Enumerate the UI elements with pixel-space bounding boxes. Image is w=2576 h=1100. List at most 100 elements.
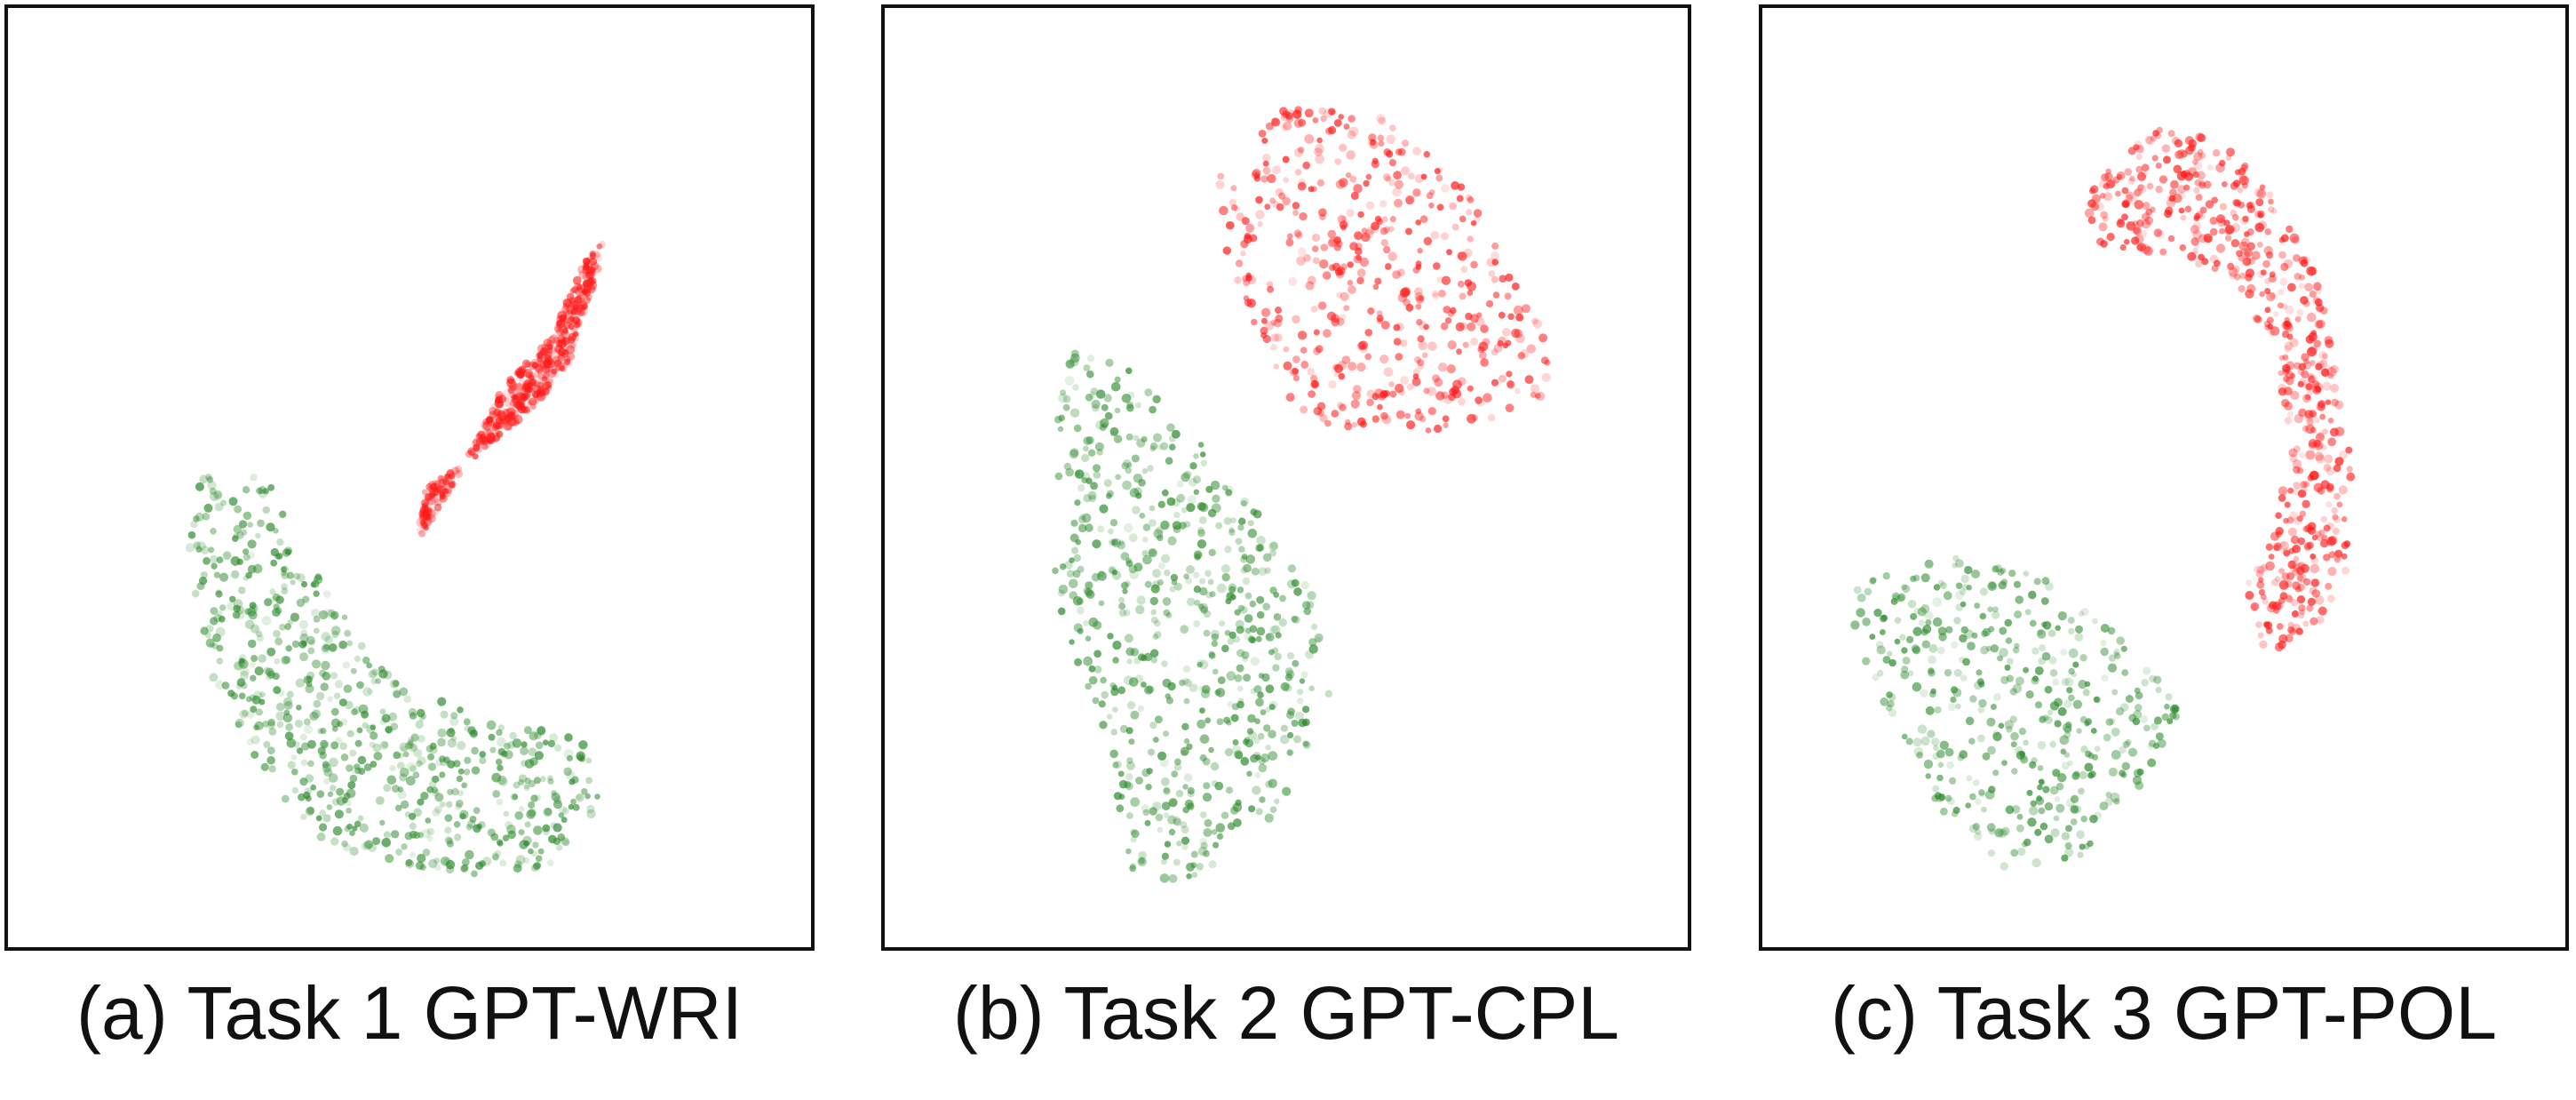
- data-point: [1419, 215, 1428, 224]
- data-point: [523, 384, 533, 393]
- data-point: [1125, 773, 1133, 781]
- data-point: [2260, 269, 2267, 275]
- data-point: [302, 595, 310, 603]
- data-point: [2343, 540, 2351, 547]
- data-point: [2264, 278, 2270, 284]
- data-point: [447, 788, 454, 796]
- data-point: [503, 421, 513, 431]
- data-point: [2135, 219, 2144, 227]
- data-point: [1222, 246, 1231, 255]
- data-point: [515, 383, 522, 391]
- data-point: [1283, 361, 1292, 371]
- data-point: [1985, 645, 1992, 652]
- data-point: [1298, 118, 1307, 127]
- data-point: [2146, 182, 2154, 190]
- data-point: [1302, 740, 1309, 747]
- data-point: [322, 672, 330, 681]
- data-point: [2124, 168, 2132, 176]
- data-point: [530, 794, 538, 802]
- data-point: [1286, 579, 1297, 589]
- data-point: [2099, 801, 2109, 811]
- data-point: [306, 806, 315, 815]
- data-point: [1150, 656, 1158, 664]
- data-point: [2113, 650, 2119, 658]
- data-point: [1126, 757, 1133, 764]
- data-point: [1199, 811, 1207, 818]
- data-point: [1978, 681, 1985, 688]
- data-point: [1315, 345, 1324, 354]
- data-point: [2153, 716, 2162, 725]
- data-point: [1236, 586, 1244, 594]
- data-point: [1187, 495, 1197, 505]
- data-point: [2296, 308, 2304, 316]
- data-point: [2279, 541, 2290, 551]
- data-point: [1882, 572, 1890, 580]
- data-point: [1260, 331, 1268, 339]
- data-point: [1405, 195, 1415, 205]
- data-point: [2061, 832, 2071, 841]
- data-point: [1152, 395, 1161, 403]
- data-point: [2314, 451, 2325, 461]
- data-point: [1180, 821, 1188, 829]
- data-point: [393, 690, 402, 698]
- data-point: [2044, 715, 2053, 725]
- data-point: [233, 524, 242, 534]
- data-point: [362, 656, 370, 665]
- data-point: [1413, 287, 1423, 297]
- data-point: [2327, 418, 2334, 424]
- data-point: [529, 731, 538, 741]
- data-point: [1544, 359, 1551, 366]
- data-point: [286, 738, 297, 748]
- data-point: [2050, 828, 2060, 838]
- data-point: [2087, 840, 2094, 848]
- data-point: [440, 710, 449, 719]
- data-point: [215, 590, 223, 598]
- data-point: [1405, 227, 1412, 235]
- data-point: [405, 859, 415, 869]
- data-point: [1176, 841, 1182, 847]
- data-point: [1447, 340, 1457, 350]
- data-point: [1230, 204, 1238, 211]
- data-point: [1183, 737, 1190, 745]
- data-point: [255, 708, 263, 716]
- data-point: [1149, 445, 1157, 452]
- data-point: [238, 692, 246, 700]
- data-point: [556, 844, 563, 851]
- data-point: [444, 836, 453, 844]
- data-point: [1162, 678, 1172, 688]
- data-point: [2107, 626, 2116, 635]
- data-point: [1241, 626, 1248, 634]
- data-point: [1990, 704, 1997, 710]
- data-point: [1265, 780, 1273, 788]
- data-point: [540, 356, 547, 363]
- data-point: [1960, 674, 1968, 682]
- data-point: [1920, 628, 1928, 636]
- data-point: [463, 718, 471, 726]
- data-point: [1436, 167, 1443, 173]
- data-point: [1069, 639, 1075, 645]
- data-point: [1255, 808, 1263, 816]
- data-point: [320, 739, 329, 749]
- data-point: [1379, 227, 1388, 235]
- data-point: [319, 823, 328, 832]
- data-point: [1875, 641, 1884, 649]
- data-point: [1262, 160, 1269, 167]
- data-point: [481, 442, 489, 450]
- data-point: [1276, 203, 1284, 211]
- data-point: [1216, 833, 1224, 841]
- data-point: [372, 743, 382, 753]
- data-point: [418, 715, 425, 722]
- data-point: [1186, 862, 1195, 872]
- data-point: [465, 824, 473, 831]
- data-point: [1933, 584, 1941, 591]
- data-point: [340, 718, 348, 726]
- data-point: [281, 566, 287, 573]
- data-point: [1405, 303, 1414, 312]
- data-point: [2325, 399, 2332, 405]
- data-point: [2282, 355, 2289, 363]
- data-point: [2121, 669, 2129, 676]
- data-point: [1176, 493, 1186, 503]
- data-point: [2004, 720, 2014, 729]
- data-point: [2025, 690, 2034, 699]
- data-point: [203, 556, 211, 565]
